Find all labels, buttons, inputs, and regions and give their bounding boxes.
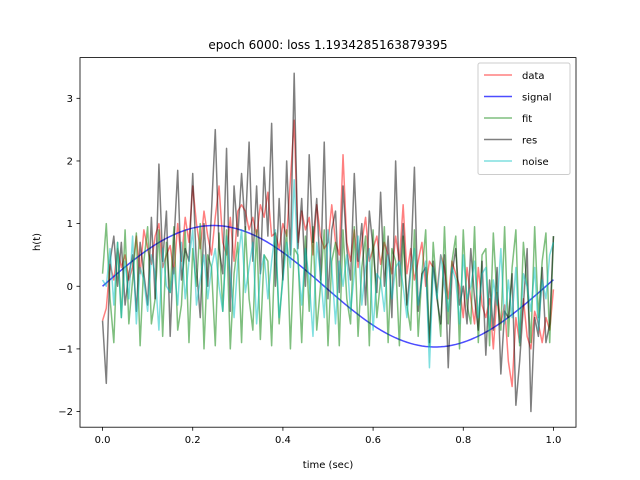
legend-label-signal: signal [522, 93, 552, 104]
y-tick-label: 1 [67, 219, 73, 230]
y-tick-label: −1 [58, 344, 73, 355]
chart-title: epoch 6000: loss 1.1934285163879395 [208, 38, 447, 52]
y-tick-label: 3 [67, 94, 73, 105]
y-axis-label: h(t) [32, 233, 43, 251]
y-axis-ticks: −2 −1 0 1 2 3 [58, 94, 80, 418]
x-tick-label: 0.0 [95, 435, 111, 446]
legend-frame [477, 62, 571, 175]
y-tick-label: 2 [67, 156, 73, 167]
x-tick-label: 0.2 [185, 435, 201, 446]
y-tick-label: 0 [67, 282, 73, 293]
x-tick-label: 0.6 [365, 435, 381, 446]
series-line-noise [101, 179, 555, 369]
x-axis-ticks: 0.0 0.2 0.4 0.6 0.8 1.0 [95, 427, 562, 446]
series-line-res [101, 72, 555, 413]
x-tick-label: 0.8 [455, 435, 471, 446]
y-tick-label: −2 [58, 407, 73, 418]
x-tick-label: 1.0 [546, 435, 562, 446]
series-line-fit [101, 222, 555, 350]
legend-label-fit: fit [522, 114, 532, 125]
x-tick-label: 0.4 [275, 435, 291, 446]
legend: data signal fit res noise [477, 62, 571, 175]
legend-label-res: res [522, 136, 537, 147]
plot-frame [79, 57, 577, 428]
legend-label-noise: noise [522, 157, 549, 168]
legend-label-data: data [522, 71, 545, 82]
series-layer [101, 72, 555, 413]
x-axis-label: time (sec) [303, 460, 354, 471]
